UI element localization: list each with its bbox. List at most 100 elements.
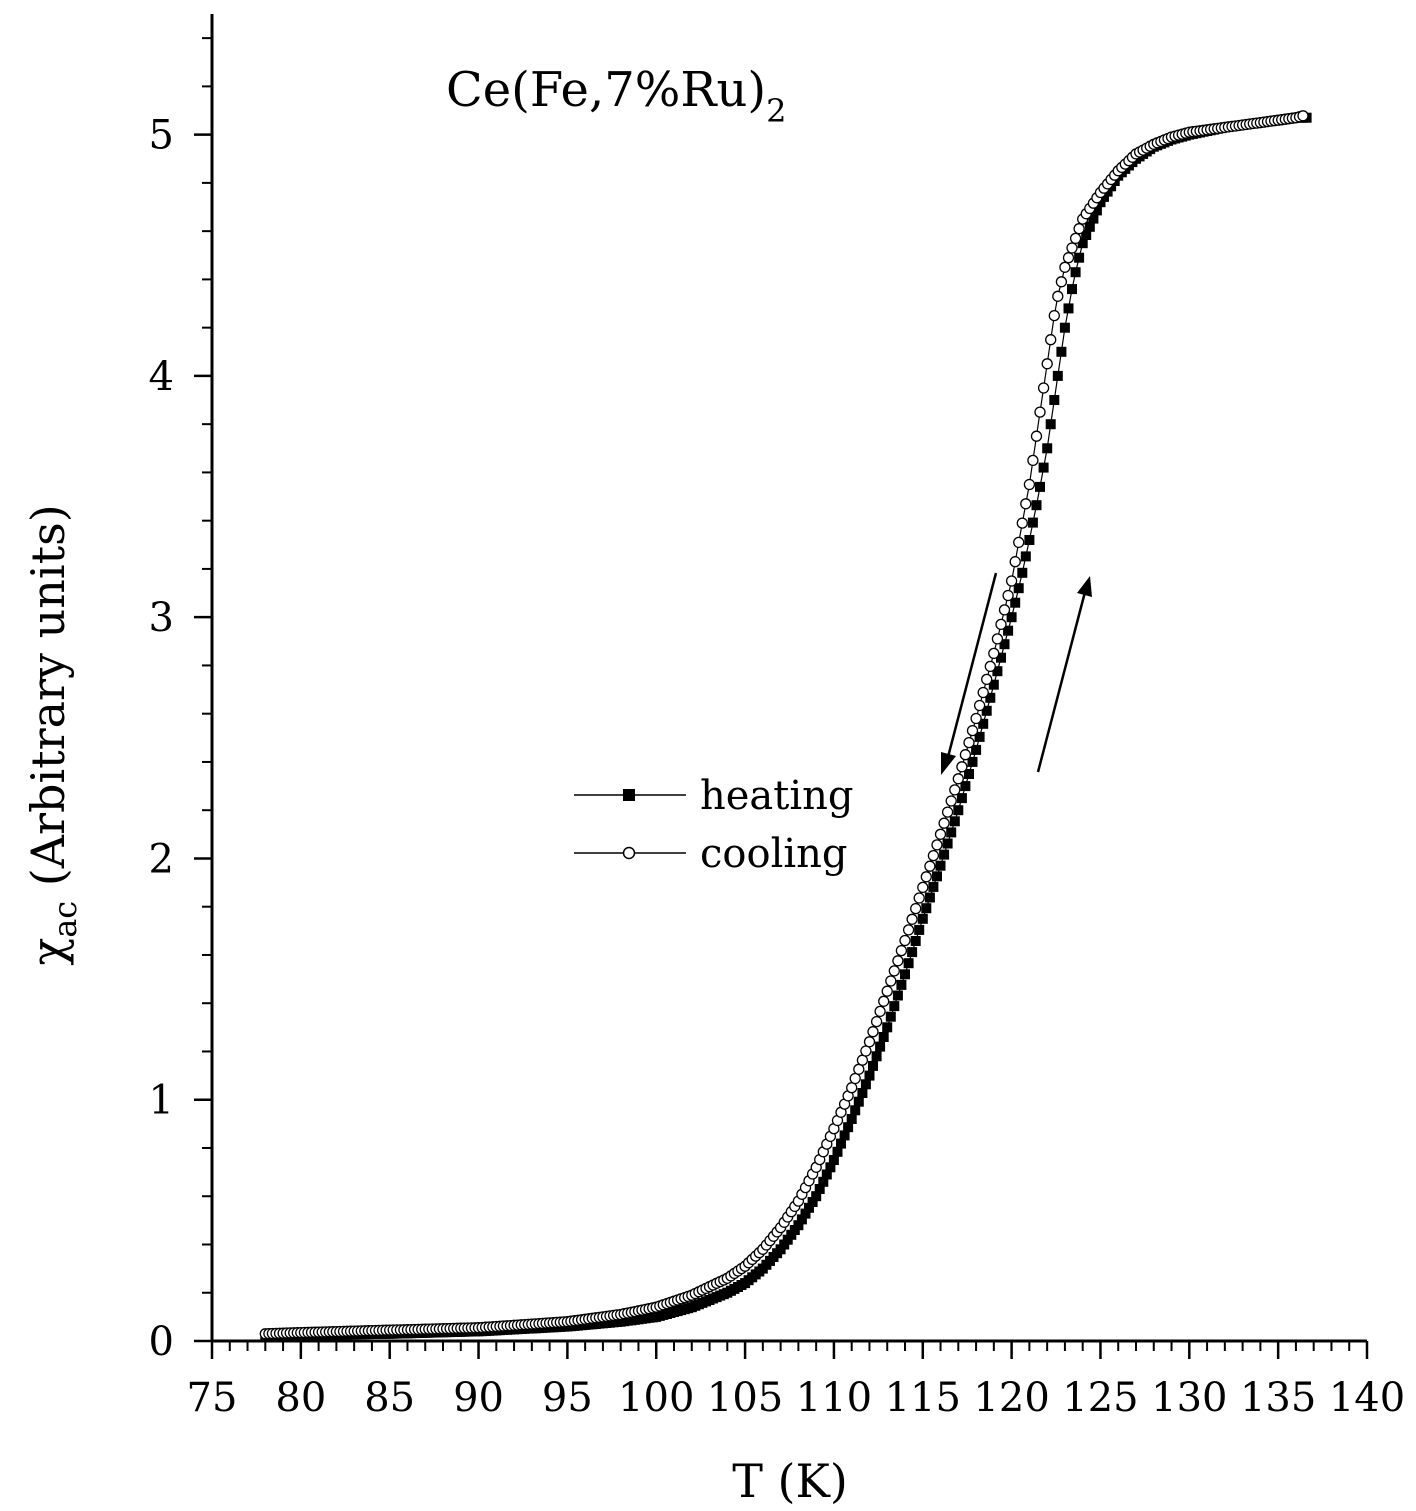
data-point-heating: [796, 1214, 807, 1225]
data-point-cooling: [1034, 406, 1046, 418]
data-point-cooling: [892, 955, 904, 967]
data-point-heating: [1059, 322, 1070, 333]
data-point-cooling: [1055, 276, 1068, 288]
data-point-cooling: [1020, 498, 1032, 510]
data-point-cooling: [856, 1054, 869, 1066]
data-point-cooling: [1048, 309, 1060, 322]
data-point-cooling: [917, 881, 929, 894]
data-point-cooling: [924, 860, 936, 872]
data-point-heating: [846, 1114, 857, 1124]
legend-heating-label: heating: [700, 773, 854, 819]
plot-area: [259, 110, 1312, 1342]
data-point-heating: [1035, 481, 1045, 492]
data-point-cooling: [984, 660, 996, 673]
data-point-heating: [1070, 267, 1081, 278]
data-point-cooling: [998, 604, 1011, 616]
data-point-heating: [892, 990, 903, 1001]
data-point-cooling: [931, 839, 943, 851]
data-point-heating: [1063, 303, 1074, 314]
data-point-heating: [1074, 252, 1085, 263]
data-point-cooling: [981, 673, 993, 686]
data-point-cooling: [970, 712, 982, 725]
x-tick-label: 75: [187, 1375, 238, 1421]
data-point-heating: [1017, 567, 1028, 578]
data-point-cooling: [878, 995, 890, 1007]
data-point-heating: [1006, 612, 1017, 623]
data-point-heating: [836, 1138, 846, 1149]
data-point-heating: [882, 1022, 893, 1033]
x-tick-label: 80: [275, 1375, 326, 1421]
data-point-heating: [910, 936, 921, 946]
data-point-heating: [875, 1041, 886, 1052]
data-point-heating: [1084, 221, 1095, 232]
data-point-heating: [1067, 284, 1077, 295]
data-point-cooling: [899, 934, 911, 947]
data-point-cooling: [927, 849, 940, 862]
data-point-heating: [871, 1051, 882, 1062]
data-point-heating: [828, 1155, 839, 1165]
data-point-heating: [956, 793, 967, 804]
data-point-cooling: [888, 965, 900, 977]
data-point-heating: [981, 705, 992, 716]
data-point-cooling: [906, 913, 918, 925]
y-tick-label: 0: [149, 1319, 174, 1365]
data-point-heating: [804, 1202, 814, 1213]
data-point-cooling: [1037, 382, 1050, 394]
data-point-heating: [978, 718, 989, 729]
data-point-heating: [999, 639, 1010, 650]
data-point-cooling: [1023, 478, 1036, 491]
chart-title: Ce(Fe,7%Ru)2: [446, 62, 787, 130]
series-heating: [260, 112, 1312, 1342]
data-point-heating: [896, 979, 907, 990]
data-point-heating: [811, 1191, 822, 1202]
x-tick-label: 135: [1240, 1375, 1316, 1421]
data-point-heating: [1038, 462, 1049, 473]
series-cooling: [259, 110, 1309, 1340]
data-point-heating: [807, 1197, 818, 1207]
data-point-cooling: [867, 1026, 879, 1038]
data-point-heating: [1049, 395, 1060, 405]
data-point-cooling: [956, 761, 968, 773]
data-point-heating: [860, 1079, 871, 1090]
data-point-heating: [914, 924, 925, 935]
data-point-cooling: [1009, 556, 1021, 568]
data-point-heating: [985, 692, 996, 703]
data-point-cooling: [1002, 589, 1014, 602]
data-point-heating: [1042, 443, 1053, 454]
heating-arrow: [1036, 576, 1092, 773]
data-point-heating: [857, 1088, 868, 1098]
data-point-cooling: [895, 944, 908, 957]
x-axis-title: T (K): [732, 1454, 848, 1508]
y-tick-label: 2: [149, 836, 174, 882]
data-point-cooling: [938, 817, 950, 829]
data-point-cooling: [874, 1005, 886, 1018]
data-point-heating: [992, 666, 1003, 677]
data-point-cooling: [1041, 358, 1053, 370]
data-point-heating: [1045, 419, 1056, 430]
legend-heating-marker: [623, 789, 635, 801]
x-tick-label: 110: [796, 1375, 872, 1421]
data-point-heating: [1013, 583, 1024, 594]
data-point-heating: [1003, 625, 1014, 636]
series-cooling-line: [265, 115, 1304, 1335]
data-point-heating: [800, 1208, 811, 1219]
data-point-heating: [924, 892, 935, 903]
data-point-heating: [939, 849, 950, 860]
series-heating-line: [265, 117, 1307, 1337]
data-point-cooling: [1069, 232, 1082, 245]
data-point-heating: [1031, 500, 1042, 511]
y-axis-ticks: 0 1 2 3 4 5: [149, 37, 212, 1365]
data-point-heating: [932, 871, 942, 882]
data-point-heating: [878, 1032, 889, 1042]
legend-cooling-label: cooling: [700, 831, 848, 877]
data-point-heating: [885, 1011, 896, 1022]
data-point-heating: [935, 860, 946, 871]
x-axis-ticks: 75 80 85 90 95 100 105 110 115 120 125 130 135 140: [187, 1341, 1405, 1421]
data-point-heating: [850, 1105, 861, 1116]
x-tick-label: 140: [1329, 1375, 1405, 1421]
data-point-cooling: [913, 892, 925, 904]
data-point-cooling: [860, 1045, 872, 1057]
data-point-cooling: [1073, 223, 1085, 235]
data-point-heating: [900, 969, 910, 980]
